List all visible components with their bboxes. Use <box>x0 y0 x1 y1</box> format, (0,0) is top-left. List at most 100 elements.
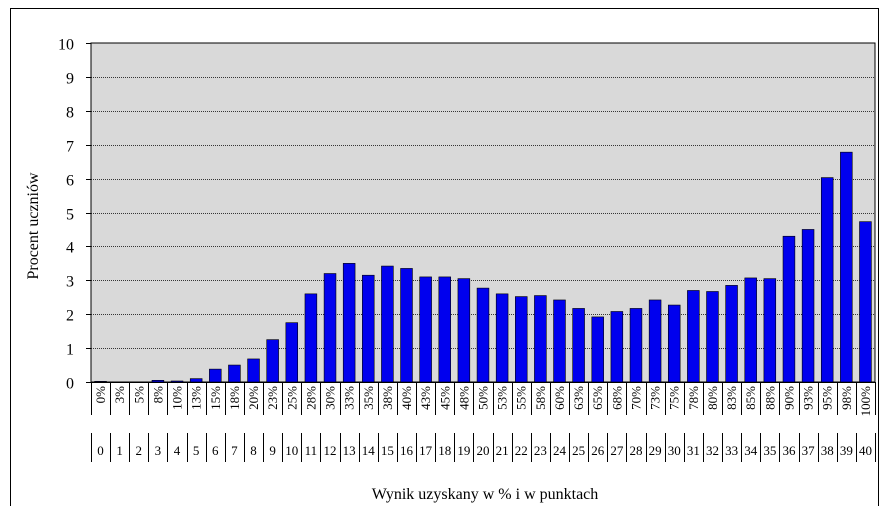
y-axis-ticks: 0 1 2 3 4 5 6 7 8 9 10 <box>58 37 91 393</box>
x-tick-label-points: 7 <box>231 443 238 458</box>
bar <box>419 276 432 383</box>
x-tick-label-points: 4 <box>174 443 181 458</box>
x-tick-label-percent: 70% <box>628 386 643 410</box>
bar <box>859 221 872 383</box>
x-tick-label-percent: 55% <box>514 386 529 410</box>
x-tick-label-percent: 78% <box>686 386 701 410</box>
bar <box>610 311 624 383</box>
x-tick-label-points: 36 <box>782 443 796 458</box>
x-tick-label-points: 11 <box>305 443 318 458</box>
x-tick-label-points: 6 <box>212 443 219 458</box>
x-tick-label-points: 30 <box>668 443 681 458</box>
bar <box>304 293 318 383</box>
x-tick-label-points: 21 <box>496 443 509 458</box>
x-tick-label-percent: 80% <box>705 386 720 410</box>
bar <box>553 299 566 383</box>
x-tick-label-percent: 33% <box>342 386 357 410</box>
x-tick-label-percent: 23% <box>265 386 280 410</box>
x-tick-label-points: 26 <box>591 443 605 458</box>
x-tick-label-points: 39 <box>840 443 853 458</box>
bar <box>629 308 643 383</box>
x-tick-label-percent: 5% <box>131 386 146 404</box>
x-tick-label-points: 15 <box>381 443 394 458</box>
x-tick-label-points: 1 <box>116 443 123 458</box>
x-tick-label-points: 12 <box>324 443 337 458</box>
x-tick-label-points: 20 <box>477 443 490 458</box>
bar <box>266 339 279 383</box>
x-tick-label-percent: 50% <box>476 386 491 410</box>
x-tick-label-points: 16 <box>400 443 414 458</box>
x-tick-label-points: 18 <box>438 443 451 458</box>
bar <box>687 290 700 383</box>
x-tick-label-percent: 10% <box>170 386 185 410</box>
x-tick-label-percent: 18% <box>227 386 242 410</box>
x-tick-label-percent: 38% <box>380 386 395 410</box>
bar <box>209 368 222 383</box>
y-tick-label: 9 <box>66 71 74 88</box>
x-tick-label-percent: 25% <box>284 386 299 410</box>
bar <box>495 293 509 383</box>
x-tick-label-points: 17 <box>419 443 433 458</box>
bar <box>820 177 834 383</box>
x-tick-label-points: 24 <box>553 443 567 458</box>
bar <box>151 380 165 383</box>
x-tick-label-percent: 40% <box>399 386 414 410</box>
bar <box>94 381 107 383</box>
x-tick-label-points: 29 <box>649 443 662 458</box>
y-tick-label: 4 <box>66 240 74 257</box>
x-tick-label-points: 8 <box>250 443 257 458</box>
x-tick-label-percent: 73% <box>648 386 663 410</box>
bar <box>782 235 796 383</box>
x-tick-label-points: 34 <box>744 443 758 458</box>
y-tick-label: 2 <box>66 308 74 325</box>
x-tick-label-percent: 93% <box>801 386 816 410</box>
x-tick-label-percent: 30% <box>323 386 338 410</box>
bar <box>189 378 203 383</box>
y-tick-label: 3 <box>66 274 74 291</box>
x-tick-label-points: 37 <box>802 443 816 458</box>
bar <box>572 308 585 383</box>
bar <box>725 285 738 383</box>
x-tick-label-percent: 98% <box>839 386 854 410</box>
y-tick-label: 7 <box>66 139 74 156</box>
x-tick-label-percent: 0% <box>93 386 108 404</box>
bar <box>706 291 719 383</box>
x-tick-label-points: 28 <box>629 443 642 458</box>
bar <box>515 296 528 383</box>
y-tick-label: 6 <box>66 173 74 190</box>
x-tick-label-percent: 20% <box>246 386 261 410</box>
x-tick-label-percent: 63% <box>571 386 586 410</box>
x-tick-label-points: 35 <box>763 443 776 458</box>
x-tick-label-points: 22 <box>515 443 528 458</box>
bar <box>247 358 260 383</box>
x-tick-label-percent: 58% <box>533 386 548 410</box>
x-tick-label-points: 9 <box>269 443 276 458</box>
x-tick-label-percent: 13% <box>189 386 204 410</box>
y-tick-label: 0 <box>66 376 74 393</box>
x-tick-label-percent: 8% <box>150 386 165 404</box>
bar <box>648 299 662 383</box>
x-tick-label-percent: 85% <box>743 386 758 410</box>
y-axis-title: Procent uczniów <box>25 172 42 280</box>
bar <box>763 278 777 383</box>
y-tick-label: 1 <box>66 342 74 359</box>
x-tick-label-points: 10 <box>285 443 298 458</box>
x-tick-label-points: 19 <box>457 443 470 458</box>
x-tick-label-points: 13 <box>343 443 356 458</box>
x-tick-label-percent: 3% <box>112 386 127 404</box>
x-tick-label-percent: 75% <box>667 386 682 410</box>
bar <box>801 229 815 383</box>
bar <box>438 276 451 383</box>
bar <box>342 263 356 383</box>
bar <box>362 274 375 383</box>
bar <box>840 151 853 383</box>
x-tick-label-percent: 100% <box>858 386 873 417</box>
x-tick-label-points: 2 <box>136 443 143 458</box>
bar <box>591 316 604 383</box>
x-tick-label-percent: 48% <box>456 386 471 410</box>
bar <box>457 278 471 383</box>
x-tick-label-percent: 88% <box>762 386 777 410</box>
x-tick-label-points: 33 <box>725 443 738 458</box>
x-tick-label-percent: 95% <box>820 386 835 410</box>
